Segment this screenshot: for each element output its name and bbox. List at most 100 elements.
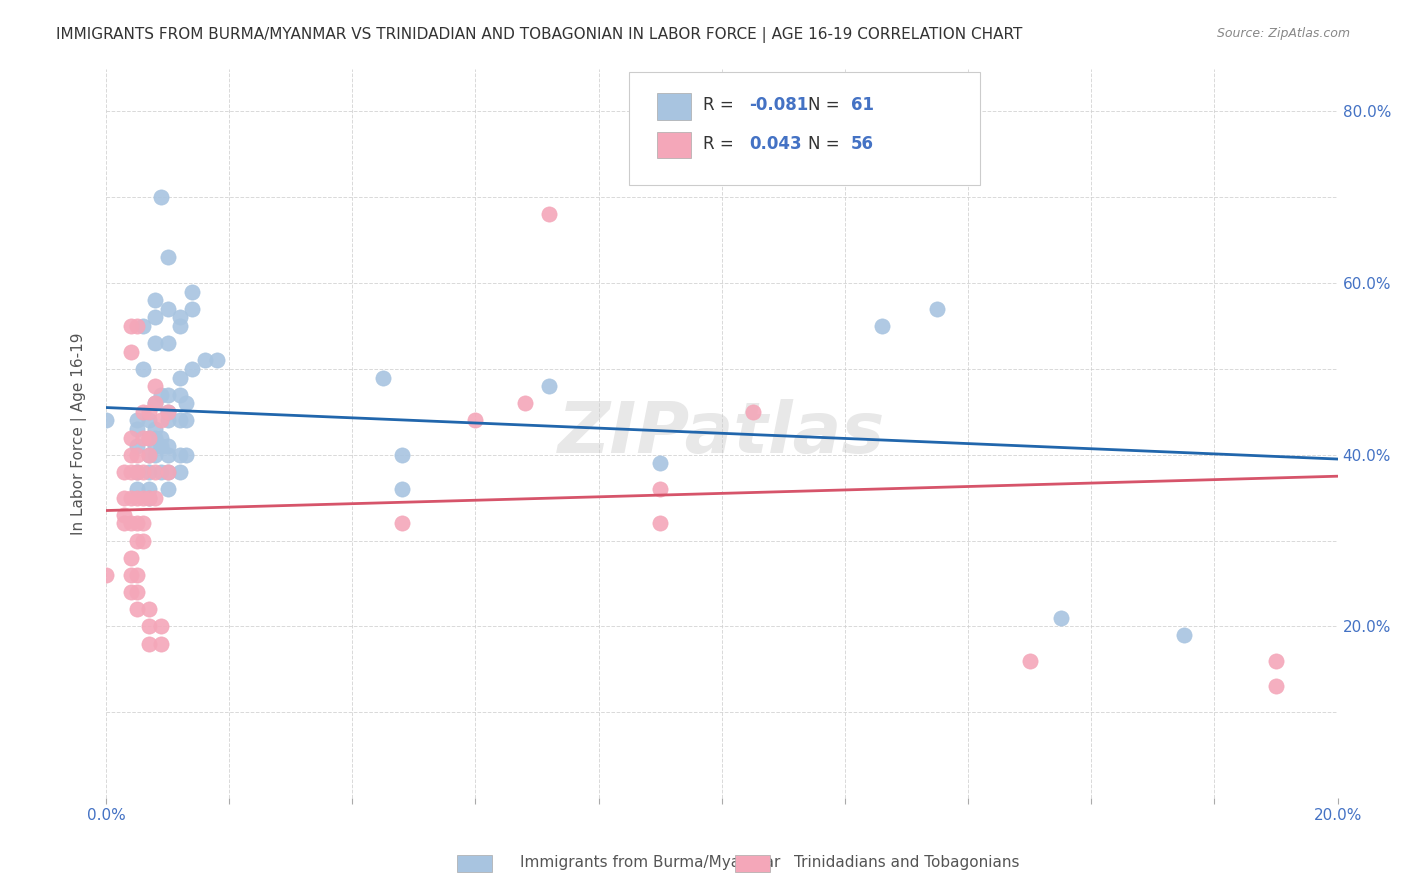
Point xyxy=(538,207,561,221)
Point xyxy=(181,362,204,376)
Point xyxy=(143,491,166,505)
Point xyxy=(132,362,155,376)
Text: N =: N = xyxy=(808,96,845,114)
Point xyxy=(125,568,148,582)
Text: R =: R = xyxy=(703,96,740,114)
Point xyxy=(138,448,160,462)
Point xyxy=(143,431,166,445)
Point xyxy=(138,431,160,445)
Text: Immigrants from Burma/Myanmar: Immigrants from Burma/Myanmar xyxy=(520,855,780,870)
Point xyxy=(1265,654,1288,668)
Point xyxy=(143,293,166,308)
Point xyxy=(150,439,173,453)
Point xyxy=(927,301,949,316)
Point xyxy=(114,516,136,531)
Point xyxy=(169,413,191,427)
Point xyxy=(143,379,166,393)
Point xyxy=(150,619,173,633)
Point xyxy=(132,431,155,445)
Point xyxy=(114,491,136,505)
Point xyxy=(169,465,191,479)
Point xyxy=(169,448,191,462)
Text: 0.043: 0.043 xyxy=(749,135,801,153)
Point xyxy=(1018,654,1040,668)
Point xyxy=(174,448,197,462)
Point xyxy=(156,387,179,401)
Point xyxy=(205,353,228,368)
Point xyxy=(156,439,179,453)
Point xyxy=(650,482,672,496)
Point xyxy=(125,318,148,333)
Point xyxy=(1049,611,1071,625)
Point xyxy=(150,387,173,401)
Point xyxy=(1173,628,1195,642)
Text: 56: 56 xyxy=(851,135,875,153)
Point xyxy=(650,456,672,470)
Point xyxy=(169,387,191,401)
Point xyxy=(150,636,173,650)
Text: N =: N = xyxy=(808,135,845,153)
Point xyxy=(120,431,142,445)
Point xyxy=(120,516,142,531)
Point xyxy=(174,413,197,427)
Point xyxy=(125,413,148,427)
Point xyxy=(156,465,179,479)
FancyBboxPatch shape xyxy=(657,132,690,158)
Point xyxy=(132,465,155,479)
Text: ZIPatlas: ZIPatlas xyxy=(558,399,886,467)
Point xyxy=(114,465,136,479)
Point xyxy=(132,533,155,548)
Point xyxy=(138,405,160,419)
Text: IMMIGRANTS FROM BURMA/MYANMAR VS TRINIDADIAN AND TOBAGONIAN IN LABOR FORCE | AGE: IMMIGRANTS FROM BURMA/MYANMAR VS TRINIDA… xyxy=(56,27,1022,43)
Point xyxy=(125,516,148,531)
Point xyxy=(125,482,148,496)
Point xyxy=(193,353,215,368)
Point xyxy=(538,379,561,393)
Point xyxy=(125,585,148,599)
Point xyxy=(143,422,166,436)
Point xyxy=(513,396,536,410)
Point xyxy=(125,422,148,436)
Point xyxy=(138,413,160,427)
Text: Trinidadians and Tobagonians: Trinidadians and Tobagonians xyxy=(794,855,1019,870)
Point xyxy=(138,636,160,650)
Point xyxy=(150,413,173,427)
Point xyxy=(125,465,148,479)
Point xyxy=(181,285,204,299)
Point xyxy=(870,318,893,333)
FancyBboxPatch shape xyxy=(657,94,690,120)
Point xyxy=(143,465,166,479)
Point xyxy=(125,602,148,616)
Point xyxy=(120,585,142,599)
Point xyxy=(125,491,148,505)
Point xyxy=(120,344,142,359)
Point xyxy=(120,491,142,505)
Point xyxy=(138,602,160,616)
Point xyxy=(125,465,148,479)
Point xyxy=(371,370,394,384)
Point xyxy=(120,568,142,582)
Point xyxy=(143,336,166,351)
Point xyxy=(143,439,166,453)
Point xyxy=(120,550,142,565)
Point xyxy=(138,448,160,462)
Point xyxy=(391,482,413,496)
Point xyxy=(143,396,166,410)
Text: 61: 61 xyxy=(851,96,875,114)
Point xyxy=(169,370,191,384)
Point xyxy=(132,318,155,333)
Point xyxy=(138,619,160,633)
Y-axis label: In Labor Force | Age 16-19: In Labor Force | Age 16-19 xyxy=(72,332,87,534)
Point xyxy=(138,491,160,505)
Point xyxy=(143,448,166,462)
Point xyxy=(120,318,142,333)
Point xyxy=(650,516,672,531)
Point xyxy=(138,482,160,496)
Point xyxy=(1265,680,1288,694)
Point xyxy=(125,533,148,548)
Point xyxy=(174,396,197,410)
Point xyxy=(114,508,136,522)
Point xyxy=(156,336,179,351)
Point xyxy=(156,482,179,496)
Point xyxy=(132,405,155,419)
